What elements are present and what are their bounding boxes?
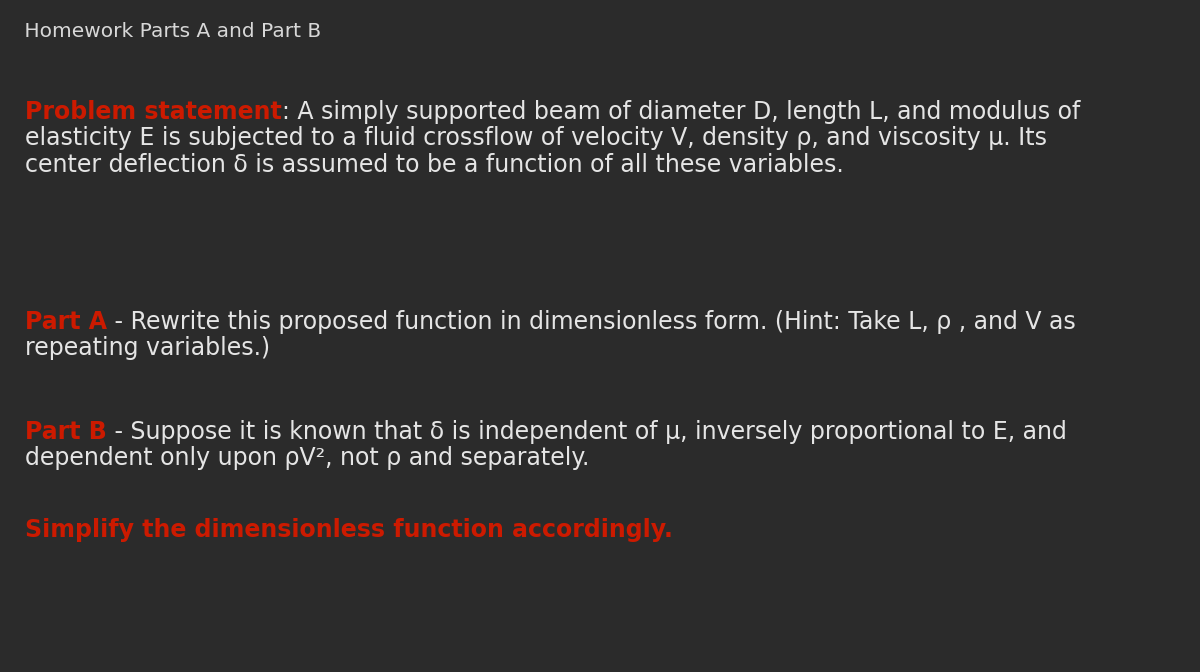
Text: Problem statement: Problem statement [25, 100, 282, 124]
Text: - Suppose it is known that δ is independent of μ, inversely proportional to E, a: - Suppose it is known that δ is independ… [107, 420, 1067, 444]
Text: elasticity E is subjected to a fluid crossflow of velocity V, density ρ, and vis: elasticity E is subjected to a fluid cro… [25, 126, 1046, 151]
Text: dependent only upon ρV², not ρ and separately.: dependent only upon ρV², not ρ and separ… [25, 446, 589, 470]
Text: Part A: Part A [25, 310, 107, 334]
Text: Part B: Part B [25, 420, 107, 444]
Text: Simplify the dimensionless function accordingly.: Simplify the dimensionless function acco… [25, 518, 673, 542]
Text: - Rewrite this proposed function in dimensionless form. (Hint: Take L, ρ , and V: - Rewrite this proposed function in dime… [107, 310, 1075, 334]
Text: Homework Parts A and Part B: Homework Parts A and Part B [18, 22, 322, 41]
Text: center deflection δ is assumed to be a function of all these variables.: center deflection δ is assumed to be a f… [25, 153, 844, 177]
Text: : A simply supported beam of diameter D, length L, and modulus of: : A simply supported beam of diameter D,… [282, 100, 1080, 124]
Text: repeating variables.): repeating variables.) [25, 337, 270, 360]
